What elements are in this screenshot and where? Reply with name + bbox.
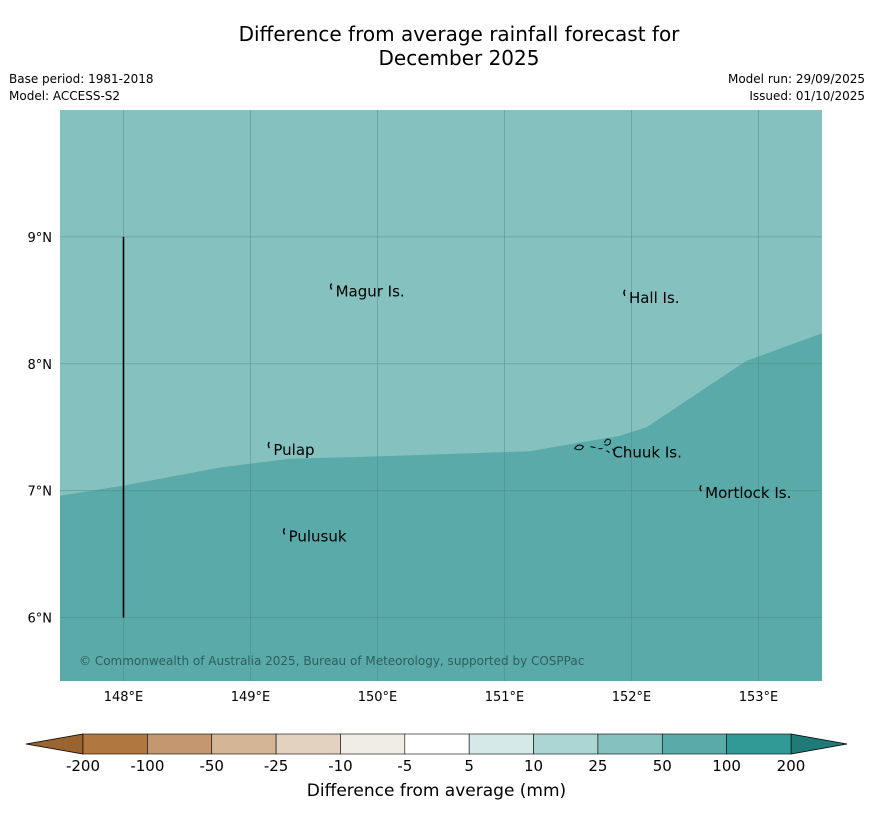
- island-mark-icon: [329, 283, 333, 290]
- lat-label: 9°N: [28, 231, 53, 246]
- colorbar-tick: 25: [588, 757, 608, 775]
- colorbar-segment: [533, 733, 599, 755]
- island-mark-icon: [267, 441, 270, 449]
- place-label: Pulap: [273, 441, 314, 459]
- lat-label: 8°N: [28, 358, 53, 373]
- colorbar-extend-high: [790, 733, 848, 755]
- colorbar-tick: 50: [652, 757, 672, 775]
- place-label: Magur Is.: [336, 282, 405, 300]
- colorbar-tick: 100: [712, 757, 741, 775]
- meta-left: Base period: 1981-2018 Model: ACCESS-S2: [9, 71, 154, 105]
- place-magur-is: Magur Is.: [329, 282, 405, 300]
- issued-label: Issued: 01/10/2025: [749, 89, 865, 103]
- colorbar-tick: -200: [65, 757, 101, 775]
- colorbar-segment: [211, 733, 277, 755]
- title-line-2: December 2025: [378, 46, 540, 70]
- chuuk-atoll-icon: [574, 438, 615, 454]
- lon-label: 151°E: [485, 690, 525, 705]
- colorbar-segment: [147, 733, 213, 755]
- lat-label: 7°N: [28, 485, 53, 500]
- meta-right: Model run: 29/09/2025 Issued: 01/10/2025: [728, 71, 865, 105]
- colorbar-segment: [82, 733, 148, 755]
- colorbar-segment: [404, 733, 470, 755]
- colorbar-tick: 200: [776, 757, 806, 775]
- place-pulusuk: Pulusuk: [282, 527, 347, 545]
- place-label: Hall Is.: [629, 289, 680, 307]
- colorbar-segment: [661, 733, 727, 755]
- lon-label: 152°E: [612, 690, 652, 705]
- colorbar-segment: [468, 733, 534, 755]
- lon-label: 148°E: [104, 690, 144, 705]
- place-label: Mortlock Is.: [705, 484, 791, 502]
- colorbar-tick: 10: [523, 757, 544, 775]
- lon-label: 153°E: [739, 690, 779, 705]
- colorbar-tick: 5: [464, 757, 474, 775]
- lon-label: 150°E: [358, 690, 398, 705]
- model-label: Model: ACCESS-S2: [9, 89, 121, 103]
- chart-title: Difference from average rainfall forecas…: [0, 22, 873, 70]
- colorbar-segment: [275, 733, 341, 755]
- colorbar-segment: [597, 733, 663, 755]
- island-mark-icon: [623, 289, 626, 297]
- place-label: Chuuk Is.: [612, 444, 681, 462]
- place-pulap: Pulap: [267, 441, 315, 459]
- colorbar-tick: -5: [397, 757, 413, 775]
- colorbar-segment: [726, 733, 792, 755]
- colorbar-tick: -100: [130, 757, 165, 775]
- colorbar-tick: -25: [263, 757, 289, 775]
- colorbar-segment: [340, 733, 406, 755]
- place-mortlock-is: Mortlock Is.: [699, 484, 791, 502]
- model-run-label: Model run: 29/09/2025: [727, 72, 865, 86]
- base-period-label: Base period: 1981-2018: [9, 72, 154, 86]
- copyright-text: © Commonwealth of Australia 2025, Bureau…: [79, 654, 584, 668]
- island-mark-icon: [699, 484, 702, 492]
- place-hall-is: Hall Is.: [623, 289, 680, 307]
- island-mark-icon: [282, 527, 286, 535]
- colorbar-tick: -50: [199, 757, 224, 775]
- title-line-1: Difference from average rainfall forecas…: [238, 22, 680, 46]
- colorbar-extend-low: [25, 733, 84, 755]
- lat-label: 6°N: [28, 612, 53, 627]
- colorbar-tick: -10: [328, 757, 353, 775]
- colorbar-label: Difference from average (mm): [306, 781, 567, 801]
- lon-label: 149°E: [231, 690, 271, 705]
- place-label: Pulusuk: [289, 527, 347, 545]
- place-chuuk-is: Chuuk Is.: [574, 438, 682, 462]
